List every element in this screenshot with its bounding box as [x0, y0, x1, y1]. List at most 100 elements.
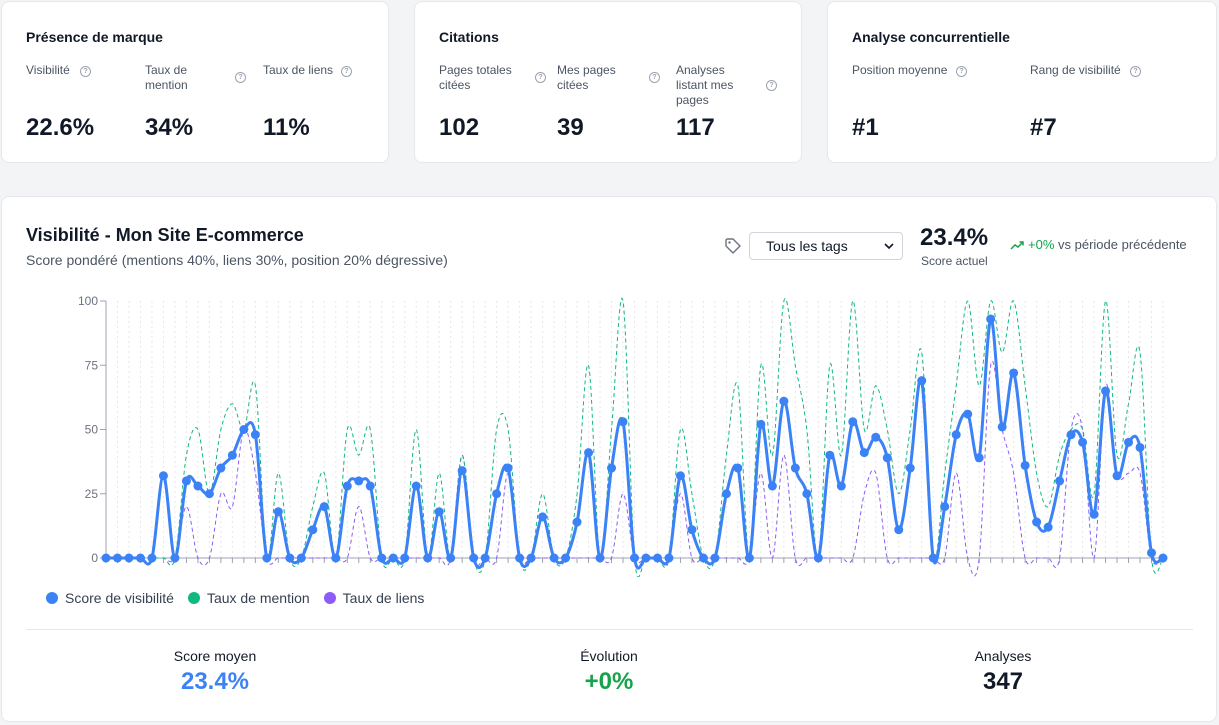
legend-label: Taux de liens — [342, 590, 425, 606]
data-point — [997, 422, 1007, 432]
stat-average-score: Score moyen 23.4% — [65, 648, 365, 696]
metric-value: 102 — [439, 114, 480, 141]
data-point — [515, 553, 525, 563]
metric-label: Pages totales citées — [439, 63, 512, 92]
data-point — [687, 525, 697, 535]
data-point — [434, 507, 444, 517]
data-point — [618, 417, 628, 427]
tag-select[interactable]: Tous les tags — [749, 232, 903, 260]
chart-legend: Score de visibilité Taux de mention Taux… — [46, 590, 424, 606]
help-icon[interactable]: ? — [535, 72, 546, 83]
data-point — [917, 376, 927, 386]
legend-dot — [187, 592, 200, 604]
data-point — [365, 481, 375, 491]
help-icon[interactable]: ? — [235, 72, 246, 83]
stat-value: +0% — [584, 668, 634, 695]
data-point — [790, 463, 800, 473]
data-point — [262, 553, 272, 563]
stat-value: 347 — [982, 668, 1024, 695]
help-icon[interactable]: ? — [341, 66, 352, 77]
data-point — [561, 553, 571, 563]
legend-item-links[interactable]: Taux de liens — [323, 590, 425, 606]
data-point — [871, 432, 881, 442]
data-point — [698, 553, 708, 563]
chevron-down-icon — [884, 243, 894, 250]
data-point — [135, 553, 145, 563]
metric-value: 22.6% — [26, 114, 95, 141]
data-point — [675, 471, 685, 481]
data-point — [227, 450, 237, 460]
data-point — [1147, 548, 1157, 558]
competitive-analysis-card: Analyse concurrentielle Position moyenne… — [827, 1, 1217, 163]
data-point — [388, 553, 398, 563]
data-point — [538, 512, 548, 522]
chart-title: Visibilité - Mon Site E-commerce — [26, 225, 304, 245]
y-tick-label: 25 — [85, 487, 99, 501]
metric-value: 39 — [557, 114, 584, 141]
y-tick-label: 75 — [85, 358, 99, 372]
data-point — [457, 466, 467, 476]
data-point — [641, 553, 651, 563]
data-point — [377, 553, 387, 563]
help-icon[interactable]: ? — [766, 80, 777, 91]
data-point — [652, 553, 662, 563]
data-point — [239, 425, 249, 434]
data-point — [492, 489, 502, 499]
data-point — [411, 481, 421, 491]
legend-item-mention[interactable]: Taux de mention — [187, 590, 310, 606]
trend-up-icon — [1010, 241, 1024, 250]
data-point — [204, 489, 214, 499]
data-point — [951, 430, 961, 440]
card-title: Citations — [439, 29, 499, 45]
brand-presence-card: Présence de marque Visibilité ? Taux de … — [1, 1, 389, 163]
data-point — [848, 417, 858, 427]
metric-value: #1 — [852, 114, 879, 141]
data-point — [859, 448, 869, 458]
y-tick-label: 100 — [78, 294, 98, 308]
data-point — [802, 489, 812, 499]
help-icon[interactable]: ? — [1130, 66, 1141, 77]
help-icon[interactable]: ? — [80, 66, 91, 77]
data-point — [480, 553, 490, 563]
data-point — [342, 481, 352, 491]
data-point — [250, 430, 260, 440]
data-point — [101, 553, 111, 563]
data-point — [549, 553, 559, 563]
data-point — [285, 553, 295, 563]
metric-label: Taux de mention — [145, 63, 188, 92]
data-point — [721, 489, 731, 499]
data-point — [928, 553, 938, 563]
data-point — [147, 553, 157, 563]
data-point — [836, 481, 846, 491]
stat-label: Évolution — [580, 648, 638, 664]
help-icon[interactable]: ? — [649, 72, 660, 83]
metric-label: Visibilité — [26, 63, 70, 77]
legend-label: Taux de mention — [206, 590, 310, 606]
data-point — [813, 553, 823, 563]
current-score-label: Score actuel — [921, 254, 988, 268]
data-point — [630, 553, 639, 563]
metric-value: 34% — [145, 114, 194, 141]
data-point — [940, 502, 950, 512]
data-point — [1124, 437, 1134, 447]
data-point — [170, 553, 180, 563]
legend-label: Score de visibilité — [65, 590, 174, 606]
stat-label: Analyses — [974, 648, 1032, 664]
data-point — [469, 553, 479, 563]
data-point — [423, 553, 433, 563]
legend-dot — [46, 592, 58, 604]
data-point — [974, 453, 984, 463]
data-point — [216, 463, 226, 473]
data-point — [1032, 517, 1042, 527]
data-point — [526, 553, 536, 563]
data-point — [158, 471, 168, 481]
data-point — [181, 476, 191, 486]
stat-value: 23.4% — [180, 668, 250, 695]
data-point — [1020, 460, 1030, 470]
data-point — [710, 553, 720, 563]
help-icon[interactable]: ? — [956, 66, 967, 77]
data-point — [1055, 476, 1065, 486]
data-point — [1078, 437, 1088, 447]
data-point — [400, 553, 410, 563]
legend-item-visibility[interactable]: Score de visibilité — [46, 590, 174, 606]
